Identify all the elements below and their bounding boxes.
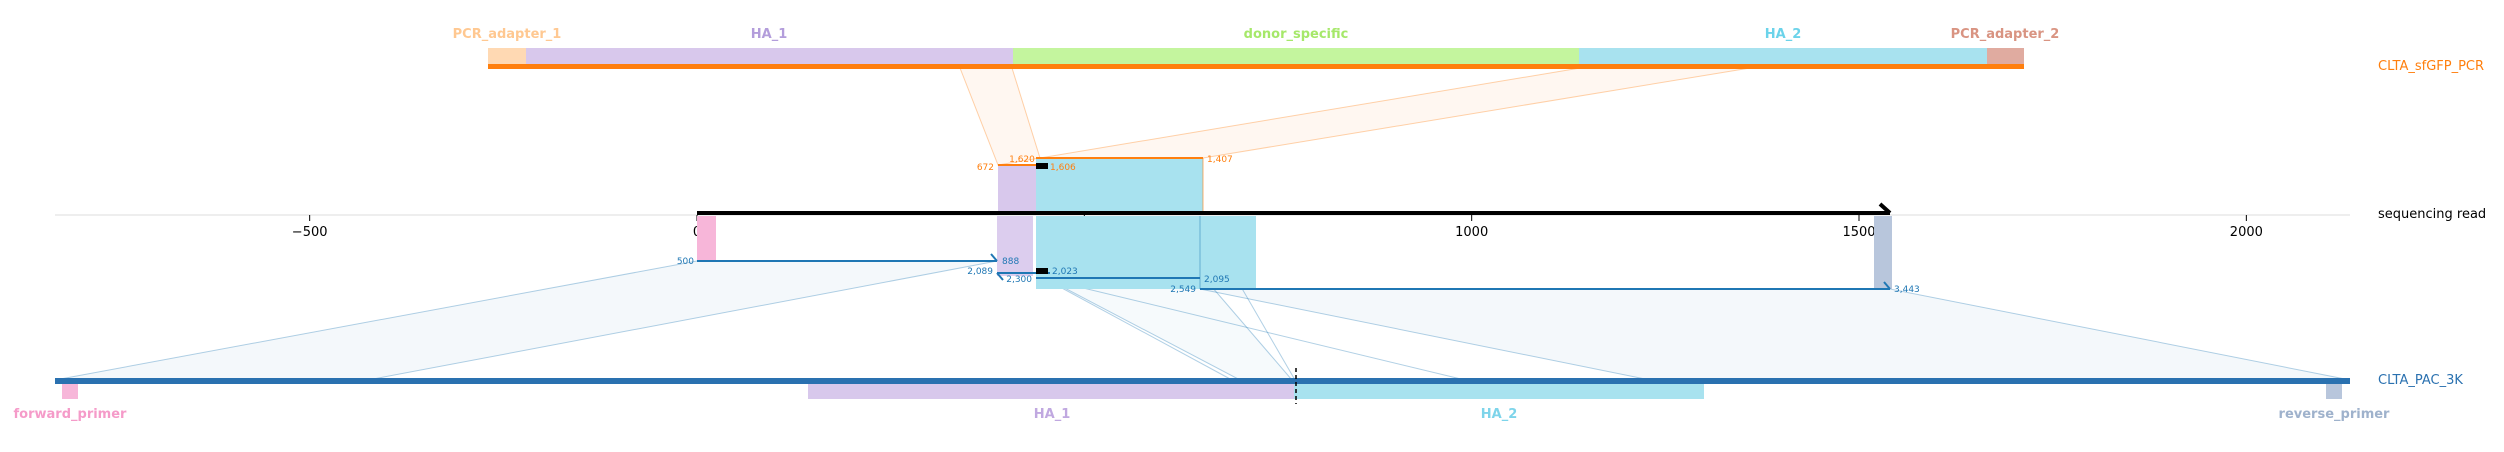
- read-arrowhead: [1878, 202, 1892, 215]
- pcr-backbone: [488, 64, 2024, 69]
- pcr-feature-donor-specific: [1013, 48, 1579, 66]
- pac-alignment-ha1-block: [997, 216, 1033, 276]
- pcr-feature-pcr-adapter-2: [1987, 48, 2024, 66]
- pcr-track: PCR_adapter_1 HA_1 donor_specific HA_2 P…: [453, 27, 2484, 166]
- pcr-junction-marker: [1036, 163, 1048, 169]
- pcr-alignment-ha2-block: [1036, 158, 1203, 213]
- pcr-label-ref-end: 1,620: [1009, 155, 1035, 165]
- pac-alignment-fwd-primer-block: [697, 216, 716, 261]
- pac-label-ha-1: HA_1: [1034, 407, 1071, 422]
- pac-fan-3: [1199, 288, 2351, 381]
- pcr-label-ha-2: HA_2: [1765, 27, 1802, 42]
- pcr-label-pcr-adapter-1: PCR_adapter_1: [453, 27, 562, 42]
- pac-label-read-mid-3: 2,095: [1204, 275, 1230, 285]
- pac-feature-forward-primer: [62, 384, 78, 399]
- pac-track-name: CLTA_PAC_3K: [2378, 373, 2463, 388]
- pac-label-read-end-1: 888: [1002, 257, 1019, 267]
- pac-alignment-arrow-1: [990, 253, 998, 262]
- pcr-track-name: CLTA_sfGFP_PCR: [2378, 59, 2484, 74]
- pcr-alignment-ha1-block: [998, 165, 1036, 213]
- pcr-label-ha-1: HA_1: [751, 27, 788, 42]
- pcr-alignments: 672 1,620 1,606 1,407: [977, 155, 1233, 213]
- pcr-label-ref-end3: 1,407: [1207, 155, 1233, 165]
- pac-alignments: 500 888 2,089 2,023 2,300 2,549 2,095 3,…: [677, 216, 1920, 295]
- pac-alignment-arrow-4: [1883, 281, 1891, 290]
- pcr-fan-ha2: [1039, 67, 1751, 159]
- axis-tick-label-5: 2000: [2230, 225, 2263, 240]
- pac-alignment-rev-primer-block: [1874, 216, 1892, 289]
- axis-tick-label-3: 1000: [1455, 225, 1488, 240]
- pac-label-read-start-1: 500: [677, 257, 694, 267]
- pac-label-read-end-3: 3,443: [1894, 285, 1920, 295]
- axis-tick-label-4: 1500: [1842, 225, 1875, 240]
- pac-fan-line-c: [1035, 273, 1233, 381]
- pcr-label-pcr-adapter-2: PCR_adapter_2: [1951, 27, 2060, 42]
- pcr-label-ref-end2: 1,606: [1050, 163, 1076, 173]
- pac-track: forward_primer HA_1 HA_2 reverse_primer …: [14, 215, 2463, 422]
- axis-ticks: −5000500100015002000: [292, 215, 2263, 240]
- pac-feature-reverse-primer: [2326, 384, 2342, 399]
- pac-label-ref-start-1: 2,089: [967, 267, 993, 277]
- pac-label-ha-2: HA_2: [1481, 407, 1518, 422]
- pcr-label-ref-start: 672: [977, 163, 994, 173]
- pac-feature-ha-1: [808, 384, 1294, 399]
- pcr-feature-ha-1: [526, 48, 1013, 66]
- pcr-feature-pcr-adapter-1: [488, 48, 526, 66]
- pcr-label-donor-specific: donor_specific: [1244, 27, 1349, 42]
- pac-alignment-ha2-block: [1036, 216, 1256, 289]
- pac-fan-line-a: [1049, 279, 1466, 381]
- pac-junction-marker: [1036, 268, 1048, 274]
- pac-feature-ha-2: [1294, 384, 1704, 399]
- pcr-fan-ha1: [959, 67, 1041, 166]
- pac-alignment-arrow-2: [996, 272, 1004, 281]
- pac-label-forward-primer: forward_primer: [14, 407, 128, 422]
- pac-label-reverse-primer: reverse_primer: [2279, 407, 2391, 422]
- pac-label-read-end-2: 2,300: [1006, 275, 1032, 285]
- pac-backbone: [55, 378, 2350, 384]
- pac-fan-1: [54, 260, 998, 381]
- pac-label-read-start-3: 2,549: [1170, 285, 1196, 295]
- read-axis: −5000500100015002000 sequencing read: [55, 202, 2486, 240]
- read-track-name: sequencing read: [2378, 207, 2486, 222]
- pac-label-read-start-2: 2,023: [1052, 267, 1078, 277]
- pcr-feature-ha-2: [1579, 48, 1987, 66]
- axis-tick-label-0: −500: [292, 225, 328, 240]
